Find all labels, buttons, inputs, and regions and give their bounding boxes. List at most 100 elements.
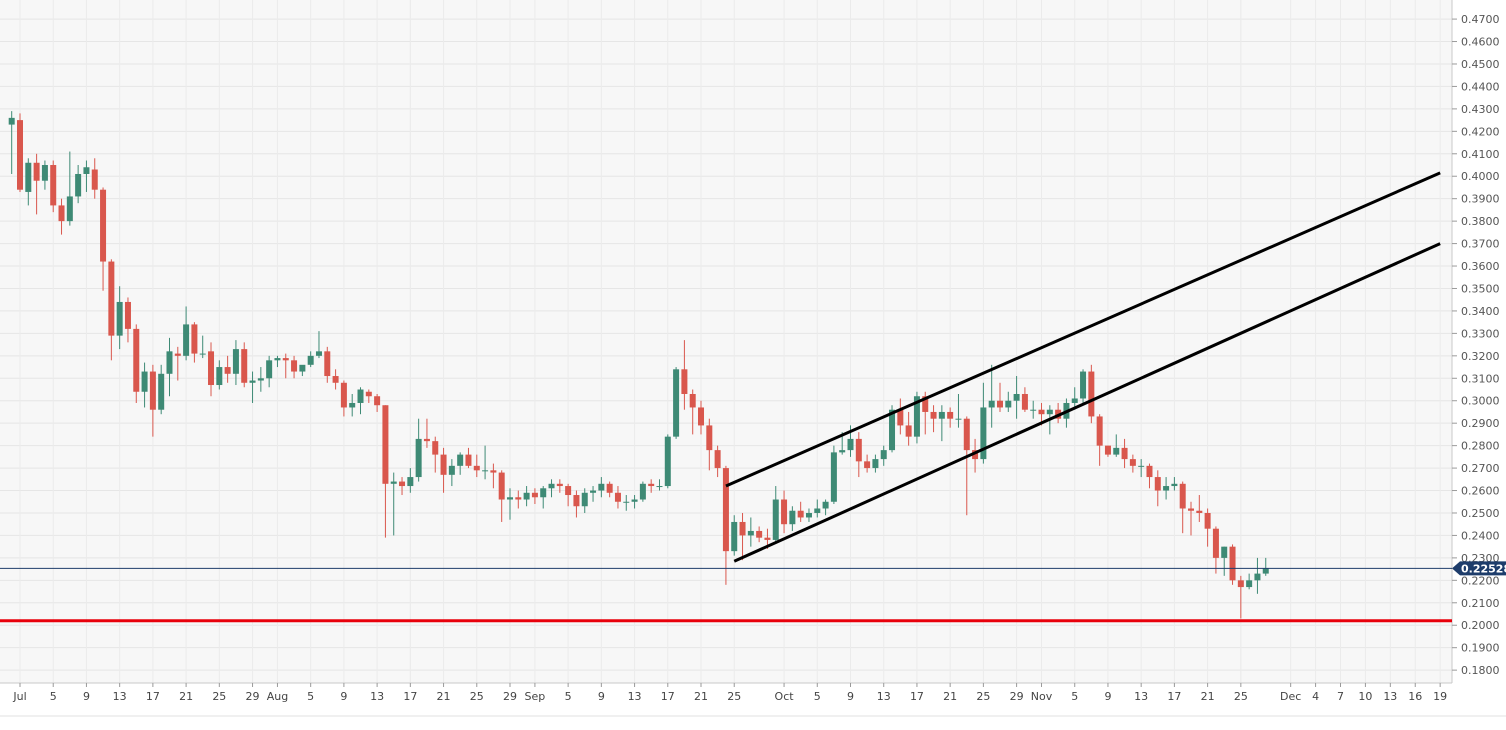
time-tick-label: 5 — [50, 690, 57, 703]
candle — [1171, 477, 1178, 491]
candle-body — [183, 324, 190, 356]
candle — [241, 342, 248, 388]
candle-body — [41, 165, 48, 181]
candle-body — [980, 407, 987, 460]
candle — [50, 160, 57, 213]
candle — [249, 371, 256, 403]
time-tick-label: 7 — [1337, 690, 1344, 703]
candle-body — [872, 459, 879, 469]
candle — [382, 405, 389, 538]
candle — [465, 447, 472, 469]
price-tick-label: 0.2900 — [1461, 417, 1500, 430]
time-tick-label: 29 — [1010, 690, 1024, 703]
candle-body — [158, 373, 165, 410]
candle — [772, 486, 779, 543]
candle-body — [639, 483, 646, 500]
candle — [1096, 414, 1103, 466]
candle — [1262, 557, 1269, 576]
channel-trendline — [725, 171, 1441, 488]
candle-body — [365, 391, 372, 397]
time-tick-label: 4 — [1312, 690, 1319, 703]
candle-body — [706, 425, 713, 451]
candle-body — [382, 405, 389, 484]
time-tick-label: 13 — [628, 690, 642, 703]
candle — [340, 380, 347, 417]
candle-body — [722, 468, 729, 552]
candle — [415, 418, 422, 482]
price-tick-label: 0.3700 — [1461, 238, 1500, 251]
time-tick-label: 9 — [1104, 690, 1111, 703]
candle — [506, 488, 513, 520]
time-tick-label: 25 — [727, 690, 741, 703]
candle — [141, 362, 148, 408]
time-axis[interactable]: Jul 5 9 13 17 21 25 29 Aug 5 9 13 17 21 25 29 Sep 5 9 13 17 2… — [0, 682, 1506, 717]
candle — [490, 463, 497, 489]
candle-body — [299, 364, 306, 372]
candle — [1005, 391, 1012, 412]
price-axis[interactable]: 0.18000.19000.20000.21000.22000.23000.24… — [1451, 0, 1500, 683]
candle-body — [75, 173, 82, 197]
candle — [880, 445, 887, 466]
current-price-tag — [1452, 561, 1506, 576]
price-tick-label: 0.2200 — [1461, 574, 1500, 587]
candle-body — [399, 481, 406, 487]
candle — [855, 432, 862, 478]
candle-body — [1262, 568, 1269, 574]
price-tick-label: 0.1800 — [1461, 664, 1500, 677]
candle — [897, 398, 904, 435]
candle — [199, 335, 206, 359]
candle — [100, 187, 107, 291]
candle-body — [257, 378, 264, 381]
candle — [1212, 526, 1219, 574]
candle — [8, 111, 15, 174]
time-tick-label: 17 — [1167, 690, 1181, 703]
time-tick-label: 9 — [340, 690, 347, 703]
time-tick-label: 25 — [976, 690, 990, 703]
candle — [781, 490, 788, 534]
candle — [822, 499, 829, 516]
candle-body — [822, 501, 829, 509]
candle-body — [623, 501, 630, 503]
price-tick-label: 0.4200 — [1461, 125, 1500, 138]
price-tick-label: 0.3200 — [1461, 350, 1500, 363]
candle — [731, 515, 738, 556]
candle — [1104, 445, 1111, 457]
candle — [1088, 364, 1095, 424]
candle-body — [573, 495, 580, 507]
candle — [257, 367, 264, 392]
candle-body — [124, 301, 131, 329]
time-tick-label: 5 — [565, 690, 572, 703]
time-tick-label: 9 — [847, 690, 854, 703]
candle — [149, 364, 156, 437]
time-tick-label: 17 — [146, 690, 160, 703]
candle — [1138, 459, 1145, 478]
time-tick-label: 13 — [1134, 690, 1148, 703]
candle-body — [33, 162, 40, 181]
price-tick-label: 0.3400 — [1461, 305, 1500, 318]
candle — [996, 382, 1003, 412]
candle-body — [747, 530, 754, 536]
candle-body — [689, 393, 696, 408]
candle — [797, 501, 804, 522]
time-tick-label: 13 — [1383, 690, 1397, 703]
candle-body — [648, 483, 655, 487]
candle-body — [1237, 580, 1244, 588]
candle — [332, 369, 339, 390]
candle-body — [1196, 510, 1203, 513]
candle-body — [1254, 573, 1261, 581]
candle — [1030, 400, 1037, 419]
candle-body — [963, 418, 970, 451]
time-tick-label: Dec — [1280, 690, 1301, 703]
candle — [789, 506, 796, 531]
candle-body — [789, 510, 796, 525]
candle — [291, 355, 298, 379]
candle — [324, 346, 331, 383]
candle — [33, 153, 40, 215]
candle — [1221, 546, 1228, 576]
time-tick-label: 29 — [503, 690, 517, 703]
candle — [440, 447, 447, 493]
candle-body — [656, 486, 663, 488]
candle-body — [664, 436, 671, 487]
candle-body — [855, 438, 862, 462]
candle-body — [731, 521, 738, 552]
